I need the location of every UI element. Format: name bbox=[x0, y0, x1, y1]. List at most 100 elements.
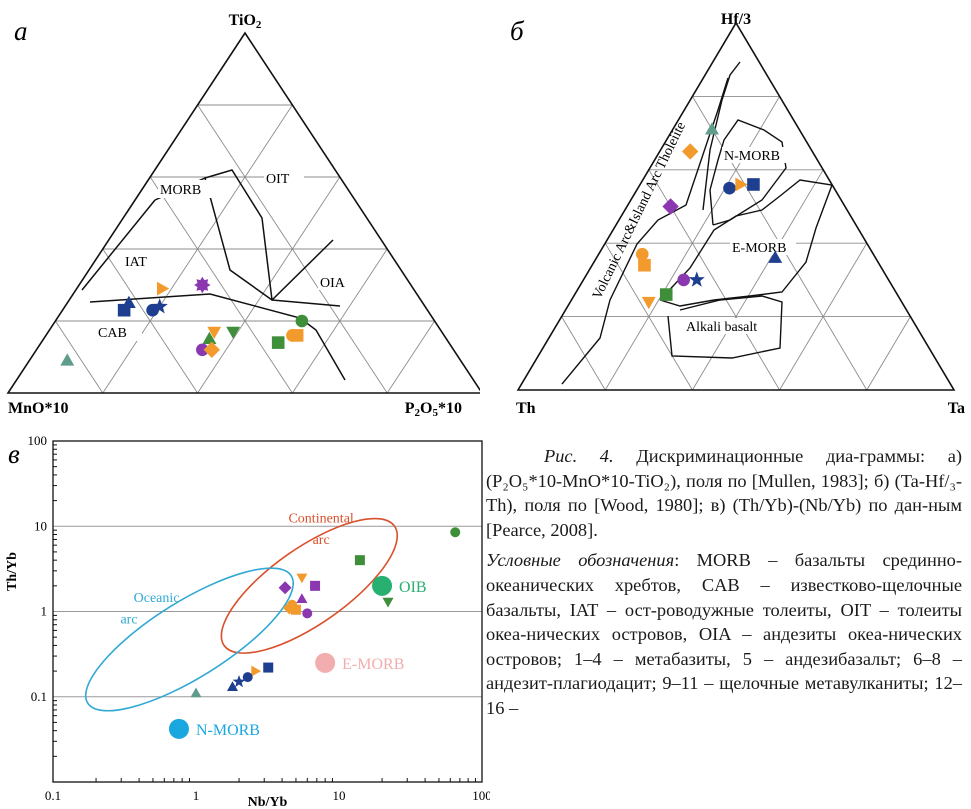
chart-point-square-navy bbox=[263, 662, 274, 673]
chart-plot-area: 0.1 1 10 100 0.1 1 10 100 Nb/Yb Th/Yb Continental a… bbox=[5, 433, 490, 809]
vertex-label-th: Th bbox=[516, 400, 536, 417]
ternary-a-point-square-orange bbox=[290, 329, 304, 342]
label-bg-nmorb bbox=[722, 147, 788, 163]
ternary-a-point-circle-green bbox=[295, 314, 309, 328]
ternary-a-point-triangle-green bbox=[202, 331, 217, 344]
ternary-b-point-square-navy bbox=[747, 178, 760, 191]
vertex-label-p2o5: P2O5*10 bbox=[405, 400, 462, 419]
ternary-a-point-burst-purple bbox=[194, 276, 211, 294]
field-boundary-arc bbox=[561, 77, 729, 385]
chart-point-circle-orange bbox=[287, 599, 298, 610]
label-bg-oit bbox=[264, 168, 304, 186]
x-tick-label: 100 bbox=[472, 788, 490, 803]
chart-point-triangle-navy bbox=[227, 681, 238, 691]
caption-legend-title: Условные обозначения bbox=[486, 550, 675, 571]
field-label-iat: IAT bbox=[125, 255, 147, 270]
chart-point-diamond-purple bbox=[278, 581, 292, 595]
ternary-b-point-circle-orange bbox=[635, 247, 649, 261]
ternary-b-point-square-orange bbox=[638, 258, 651, 272]
panel-letter-c: в bbox=[8, 439, 20, 469]
label-bg-morb bbox=[158, 180, 220, 198]
field-continental-arc bbox=[220, 517, 399, 654]
ternary-grid-a bbox=[55, 104, 435, 394]
ternary-b-point-triangle-navy bbox=[768, 250, 783, 263]
ternary-a-gridline bbox=[292, 248, 388, 394]
field-label-morb: MORB bbox=[160, 183, 201, 198]
label-bg-cab bbox=[96, 323, 142, 341]
chart-point-star-navy bbox=[232, 675, 246, 688]
scatter-chart-c: в 0.1 1 10 100 0.1 1 10 100 Nb/Yb Th/Yb Continenta… bbox=[5, 433, 490, 809]
ternary-a-point-circle-purple bbox=[196, 343, 209, 357]
caption-legend-text: : MORB – базальты срединно-океанических … bbox=[486, 550, 962, 718]
chart-point-circle-green bbox=[450, 527, 461, 538]
field-oceanic-arc bbox=[84, 567, 294, 712]
y-tick-label: 0.1 bbox=[31, 689, 47, 704]
ternary-a-point-diamond-orange bbox=[203, 341, 220, 358]
chart-point-square-orange bbox=[290, 604, 301, 615]
ternary-b-point-square-green bbox=[659, 288, 673, 301]
field-label-alkali: Alkali basalt bbox=[686, 320, 757, 335]
ternary-a-point-triangle-teal bbox=[60, 353, 75, 366]
field-boundary-emorb bbox=[659, 179, 833, 307]
x-tick-label: 10 bbox=[333, 788, 346, 803]
field-boundary-oia bbox=[271, 299, 341, 307]
vertex-label-mno: MnO*10 bbox=[8, 400, 68, 417]
reference-e-morb bbox=[315, 652, 336, 673]
caption-text-1: Дискриминационные диа-граммы: а) (P₂O₅*1… bbox=[486, 446, 962, 540]
caption-paragraph-1: Рис. 4. Дискриминационные диа-граммы: а)… bbox=[486, 444, 962, 542]
ternary-a-point-triangle-right-orange bbox=[157, 281, 170, 296]
field-label-cab: CAB bbox=[98, 326, 127, 341]
ternary-b-point-circle-purple bbox=[677, 273, 690, 287]
vertex-label-hf: Hf/3 bbox=[721, 11, 751, 28]
ternary-outline-a bbox=[6, 31, 480, 394]
reference-label-e-morb: E-MORB bbox=[342, 656, 404, 673]
y-tick-label: 1 bbox=[41, 604, 48, 619]
chart-point-square-purple bbox=[310, 580, 321, 591]
ternary-b-gridline bbox=[692, 169, 824, 391]
ternary-a-point-square-green bbox=[271, 336, 285, 349]
chart-point-circle-navy bbox=[242, 672, 253, 683]
ternary-a-gridline bbox=[149, 176, 293, 394]
field-boundary-iat bbox=[81, 199, 156, 291]
ternary-b-point-triangle-down-orange bbox=[641, 296, 656, 310]
ternary-b-gridline bbox=[604, 242, 693, 391]
ternary-b-point-star-navy bbox=[688, 271, 705, 287]
oceanic-arc-label-1: Oceanic bbox=[134, 591, 180, 606]
vertex-label-tio2: TiO2 bbox=[229, 12, 262, 31]
field-boundary-nmorb bbox=[709, 119, 787, 226]
ternary-a-point-triangle-navy bbox=[121, 295, 136, 308]
y-axis-label: Th/Yb bbox=[5, 552, 20, 591]
field-label-nmorb: N-MORB bbox=[724, 149, 780, 164]
continental-arc-label-2: arc bbox=[313, 533, 330, 548]
chart-point-circle-purple bbox=[302, 608, 313, 619]
chart-point-square-green bbox=[354, 555, 365, 566]
ternary-a-point-star-navy bbox=[151, 298, 168, 314]
figure-caption: Рис. 4. Дискриминационные диа-граммы: а)… bbox=[486, 444, 962, 721]
x-tick-label: 1 bbox=[193, 788, 200, 803]
chart-point-triangle-down-orange bbox=[296, 573, 308, 584]
y-tick-label: 10 bbox=[34, 518, 47, 533]
continental-arc-label-1: Continental bbox=[288, 512, 353, 527]
ternary-b-point-diamond-orange bbox=[682, 143, 699, 160]
ternary-a-gridline bbox=[55, 320, 104, 394]
ternary-a-point-triangle-down-orange bbox=[207, 326, 222, 339]
reference-oib bbox=[372, 575, 393, 596]
reference-label-n-morb: N-MORB bbox=[196, 722, 260, 739]
ternary-a-gridline bbox=[102, 248, 198, 394]
chart-point-triangle-right-orange bbox=[251, 665, 262, 677]
ternary-b-gridline bbox=[866, 316, 911, 391]
ternary-a-gridline bbox=[197, 176, 341, 394]
label-bg-iat bbox=[123, 251, 158, 269]
panel-letter-a: а bbox=[14, 16, 28, 46]
ternary-b-gridline bbox=[561, 316, 606, 391]
vertex-label-ta: Ta bbox=[948, 400, 965, 417]
field-label-emorb: E-MORB bbox=[732, 241, 786, 256]
chart-frame bbox=[52, 440, 483, 783]
y-tick-label: 100 bbox=[28, 433, 48, 448]
label-bg-emorb bbox=[730, 239, 796, 255]
oceanic-arc-label-2: arc bbox=[120, 613, 137, 628]
field-boundary-arc-inner bbox=[702, 61, 741, 211]
label-bg-oia bbox=[318, 272, 360, 290]
x-axis-label: Nb/Yb bbox=[248, 795, 288, 809]
ternary-b-point-triangle-teal bbox=[705, 122, 719, 135]
